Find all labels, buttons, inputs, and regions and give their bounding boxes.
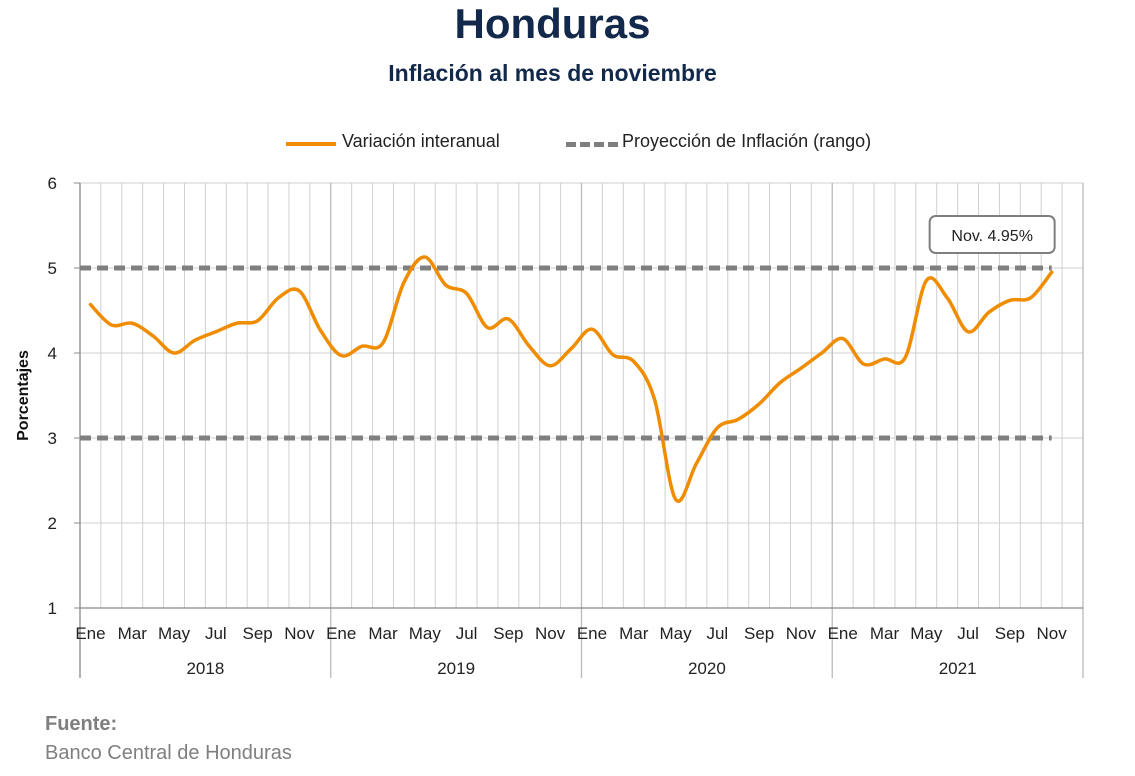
legend-swatch-dashed: [566, 142, 618, 147]
x-tick-label: May: [158, 624, 191, 643]
x-year-label: 2020: [688, 659, 726, 678]
x-tick-label: May: [659, 624, 692, 643]
y-tick-label: 4: [48, 344, 57, 363]
x-year-label: 2018: [186, 659, 224, 678]
y-axis-title: Porcentajes: [15, 350, 32, 441]
x-tick-label: Mar: [619, 624, 649, 643]
x-tick-label: Ene: [577, 624, 607, 643]
x-tick-label: Jul: [957, 624, 979, 643]
x-tick-label: Sep: [744, 624, 774, 643]
x-year-label: 2021: [939, 659, 977, 678]
x-tick-label: Ene: [326, 624, 356, 643]
source-text: Banco Central de Honduras: [45, 742, 292, 764]
x-tick-label: Mar: [368, 624, 398, 643]
x-tick-label: Ene: [75, 624, 105, 643]
x-tick-label: May: [910, 624, 943, 643]
chart-title: Honduras: [454, 0, 651, 47]
x-tick-label: Nov: [786, 624, 817, 643]
x-tick-label: Sep: [242, 624, 272, 643]
y-tick-label: 3: [48, 429, 57, 448]
legend-swatch-solid: [286, 142, 336, 146]
x-tick-label: Nov: [1037, 624, 1068, 643]
annotation-box: [928, 215, 1056, 254]
y-tick-label: 5: [48, 259, 57, 278]
x-tick-label: Jul: [706, 624, 728, 643]
x-tick-label: Jul: [456, 624, 478, 643]
series-line-variacion-interanual: [88, 255, 1054, 503]
y-tick-label: 2: [48, 514, 57, 533]
x-tick-label: Ene: [828, 624, 858, 643]
chart-subtitle: Inflación al mes de noviembre: [388, 60, 717, 86]
y-tick-label: 1: [48, 599, 57, 618]
source-label: Fuente:: [45, 713, 118, 735]
x-tick-label: Jul: [205, 624, 227, 643]
x-tick-label: Mar: [870, 624, 900, 643]
x-tick-label: Nov: [535, 624, 566, 643]
x-tick-label: May: [409, 624, 442, 643]
x-tick-label: Sep: [493, 624, 523, 643]
x-tick-label: Mar: [118, 624, 148, 643]
annotation-label: Nov. 4.95%: [951, 228, 1033, 245]
x-year-label: 2019: [437, 659, 475, 678]
x-tick-label: Nov: [284, 624, 315, 643]
x-tick-label: Sep: [995, 624, 1025, 643]
legend-label-variacion: Variación interanual: [342, 131, 500, 151]
y-tick-label: 6: [48, 174, 57, 193]
legend-label-proyeccion: Proyección de Inflación (rango): [622, 131, 872, 151]
